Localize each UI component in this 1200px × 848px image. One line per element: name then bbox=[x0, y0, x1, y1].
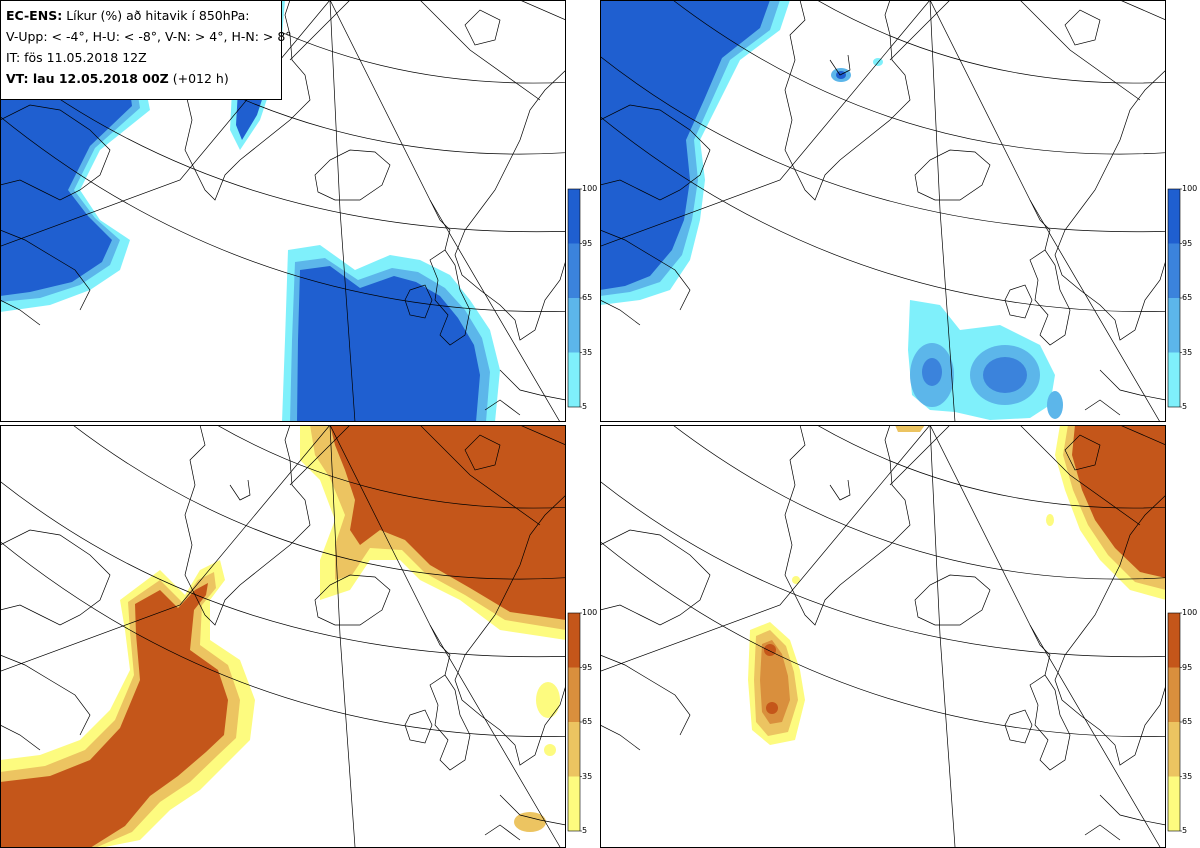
colorbar-segment bbox=[1168, 613, 1180, 668]
colorbar-segment bbox=[568, 776, 580, 831]
colorbar-tick-label-cold-right: 65 bbox=[1182, 293, 1193, 302]
colorbar-tick-label-warm-right: 65 bbox=[1182, 717, 1193, 726]
colorbar-segment bbox=[568, 613, 580, 668]
map-title: Líkur (%) að hitavik í 850hPa: bbox=[66, 8, 250, 23]
colorbar-cold-right bbox=[1167, 188, 1182, 408]
colorbar-segment bbox=[1168, 189, 1180, 244]
colorbar-tick-label-warm-right: 5 bbox=[1182, 826, 1188, 835]
colorbar-segment bbox=[1168, 667, 1180, 722]
colorbar-tick-label-warm-left: 5 bbox=[582, 826, 588, 835]
colorbar-tick-label-cold-left: 100 bbox=[582, 184, 598, 193]
colorbar-warm-right bbox=[1167, 612, 1182, 832]
colorbar-tick-label-cold-left: 95 bbox=[582, 238, 593, 248]
colorbar-tick-label-warm-left: 65 bbox=[582, 717, 593, 726]
panel-bottom-right bbox=[600, 425, 1166, 848]
map-info-box: EC-ENS: Líkur (%) að hitavik í 850hPa: V… bbox=[0, 0, 292, 100]
colorbar-segment bbox=[568, 667, 580, 722]
colorbar-tick-label-cold-right: 100 bbox=[1182, 184, 1198, 193]
colorbar-segment bbox=[568, 189, 580, 244]
colorbar-tick-label-cold-left: 65 bbox=[582, 293, 593, 302]
panel-bottom-left bbox=[0, 425, 566, 848]
valid-time: VT: lau 12.05.2018 00Z bbox=[6, 71, 169, 86]
colorbar-tick-label-cold-left: 5 bbox=[582, 402, 588, 411]
colorbar-tick-label-warm-left: 95 bbox=[582, 662, 593, 672]
colorbar-segment bbox=[568, 352, 580, 407]
colorbar-warm-left bbox=[567, 612, 582, 832]
colorbar-tick-label-warm-right: 35 bbox=[1182, 771, 1193, 781]
colorbar-segment bbox=[1168, 298, 1180, 353]
colorbar-tick-label-warm-right: 95 bbox=[1182, 662, 1193, 672]
colorbar-tick-label-warm-left: 35 bbox=[582, 771, 593, 781]
colorbar-tick-label-warm-left: 100 bbox=[582, 608, 598, 617]
colorbar-cold-left bbox=[567, 188, 582, 408]
colorbar-segment bbox=[568, 722, 580, 777]
colorbar-segment bbox=[568, 298, 580, 353]
forecast-offset: (+012 h) bbox=[172, 71, 229, 86]
colorbar-segment bbox=[568, 243, 580, 298]
init-time: IT: fös 11.05.2018 12Z bbox=[6, 50, 147, 65]
colorbar-tick-label-cold-left: 35 bbox=[582, 347, 593, 357]
anomaly-classes: V-Upp: < -4°, H-U: < -8°, V-N: > 4°, H-N… bbox=[6, 29, 292, 44]
colorbar-segment bbox=[1168, 352, 1180, 407]
colorbar-segment bbox=[1168, 243, 1180, 298]
model-name: EC-ENS: bbox=[6, 8, 63, 23]
colorbar-tick-label-warm-right: 100 bbox=[1182, 608, 1198, 617]
colorbar-tick-label-cold-right: 95 bbox=[1182, 238, 1193, 248]
panel-top-right bbox=[600, 0, 1166, 422]
colorbar-tick-label-cold-right: 5 bbox=[1182, 402, 1188, 411]
colorbar-tick-label-cold-right: 35 bbox=[1182, 347, 1193, 357]
colorbar-segment bbox=[1168, 776, 1180, 831]
colorbar-segment bbox=[1168, 722, 1180, 777]
